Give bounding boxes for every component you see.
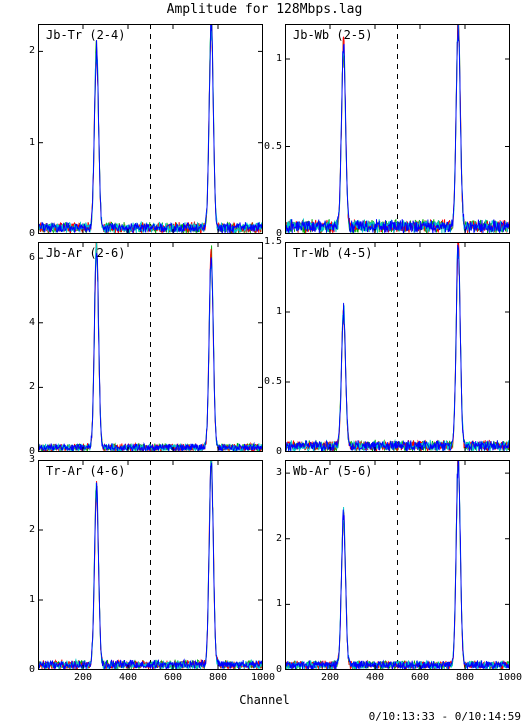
y-tick-label: 0 <box>252 446 282 457</box>
chart-panel: Jb-Wb (2-5)00.51 <box>285 24 510 234</box>
y-tick-label: 1 <box>5 594 35 605</box>
x-tick-label: 800 <box>451 672 479 683</box>
y-tick-label: 1 <box>252 53 282 64</box>
y-tick-label: 1 <box>252 306 282 317</box>
chart-panel: Jb-Tr (2-4)012 <box>38 24 263 234</box>
figure-title: Amplitude for 128Mbps.lag <box>0 2 529 17</box>
x-tick-label: 1000 <box>496 672 524 683</box>
y-tick-label: 0 <box>5 664 35 675</box>
x-tick-label: 800 <box>204 672 232 683</box>
chart-panel: Tr-Ar (4-6)01232004006008001000 <box>38 460 263 670</box>
panel-title: Tr-Ar (4-6) <box>46 464 125 478</box>
y-tick-label: 4 <box>5 317 35 328</box>
figure: Amplitude for 128Mbps.lag Channel 0/10:1… <box>0 0 529 725</box>
y-tick-label: 0 <box>5 228 35 239</box>
y-tick-label: 0 <box>252 664 282 675</box>
x-tick-label: 600 <box>406 672 434 683</box>
y-tick-label: 1.5 <box>252 236 282 247</box>
chart-panel: Wb-Ar (5-6)01232004006008001000 <box>285 460 510 670</box>
chart-svg <box>38 460 263 670</box>
chart-panel: Tr-Wb (4-5)00.511.5 <box>285 242 510 452</box>
panel-title: Jb-Tr (2-4) <box>46 28 125 42</box>
x-tick-label: 200 <box>69 672 97 683</box>
chart-svg <box>285 24 510 234</box>
y-tick-label: 0.5 <box>252 376 282 387</box>
chart-svg <box>285 460 510 670</box>
x-tick-label: 400 <box>361 672 389 683</box>
y-tick-label: 3 <box>5 454 35 465</box>
y-tick-label: 0.5 <box>252 141 282 152</box>
y-tick-label: 6 <box>5 252 35 263</box>
trace-line <box>285 250 510 452</box>
y-tick-label: 2 <box>5 381 35 392</box>
x-tick-label: 600 <box>159 672 187 683</box>
y-tick-label: 2 <box>5 45 35 56</box>
panel-title: Jb-Wb (2-5) <box>293 28 372 42</box>
timestamp-footer: 0/10:13:33 - 0/10:14:59 <box>369 710 521 723</box>
y-tick-label: 1 <box>252 598 282 609</box>
chart-svg <box>38 24 263 234</box>
y-tick-label: 2 <box>252 533 282 544</box>
chart-panel: Jb-Ar (2-6)0246 <box>38 242 263 452</box>
y-tick-label: 2 <box>5 524 35 535</box>
panel-title: Jb-Ar (2-6) <box>46 246 125 260</box>
y-tick-label: 3 <box>252 467 282 478</box>
panel-title: Wb-Ar (5-6) <box>293 464 372 478</box>
panel-title: Tr-Wb (4-5) <box>293 246 372 260</box>
x-axis-label: Channel <box>0 693 529 707</box>
chart-svg <box>38 242 263 452</box>
x-tick-label: 200 <box>316 672 344 683</box>
x-tick-label: 400 <box>114 672 142 683</box>
chart-svg <box>285 242 510 452</box>
y-tick-label: 1 <box>5 137 35 148</box>
